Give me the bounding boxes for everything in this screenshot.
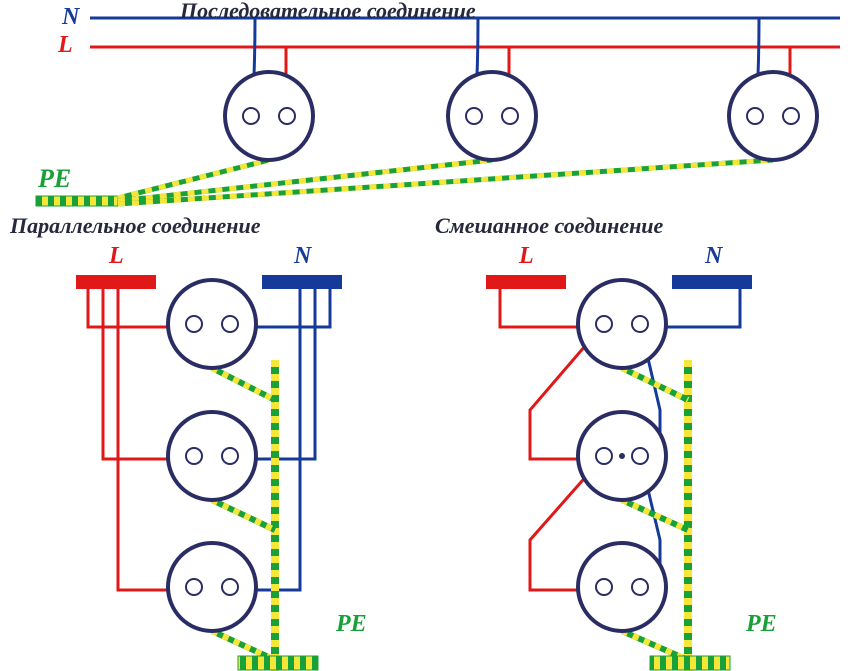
l-bus-right (486, 275, 566, 289)
n-bus-right (672, 275, 752, 289)
pe-label-bl: PE (336, 611, 367, 638)
socket-top-3 (729, 72, 817, 160)
title-series: Последовательное соединение (180, 0, 476, 24)
socket-br-3 (578, 543, 666, 631)
title-mixed: Смешанное соединение (435, 213, 663, 239)
pe-block-right (650, 656, 730, 670)
socket-bl-1 (168, 280, 256, 368)
socket-bl-2 (168, 412, 256, 500)
pe-block-left (238, 656, 318, 670)
pe-label-br: PE (746, 611, 777, 638)
n-label-bl: N (294, 243, 311, 270)
n-label-br: N (705, 243, 722, 270)
title-parallel: Параллельное соединение (10, 213, 261, 239)
l-label-br: L (519, 243, 534, 270)
socket-top-2 (448, 72, 536, 160)
l-label-bl: L (109, 243, 124, 270)
pe-label-top: PE (38, 164, 71, 194)
socket-bl-3 (168, 543, 256, 631)
l-label-top: L (58, 32, 73, 59)
n-label-top: N (62, 4, 79, 31)
l-bus-left (76, 275, 156, 289)
socket-br-1 (578, 280, 666, 368)
socket-br-2 (578, 412, 666, 500)
n-bus-left (262, 275, 342, 289)
pe-bus-top (36, 196, 118, 206)
pe-bl-2 (212, 500, 275, 530)
wiring-diagram (0, 0, 852, 671)
socket-top-1 (225, 72, 313, 160)
